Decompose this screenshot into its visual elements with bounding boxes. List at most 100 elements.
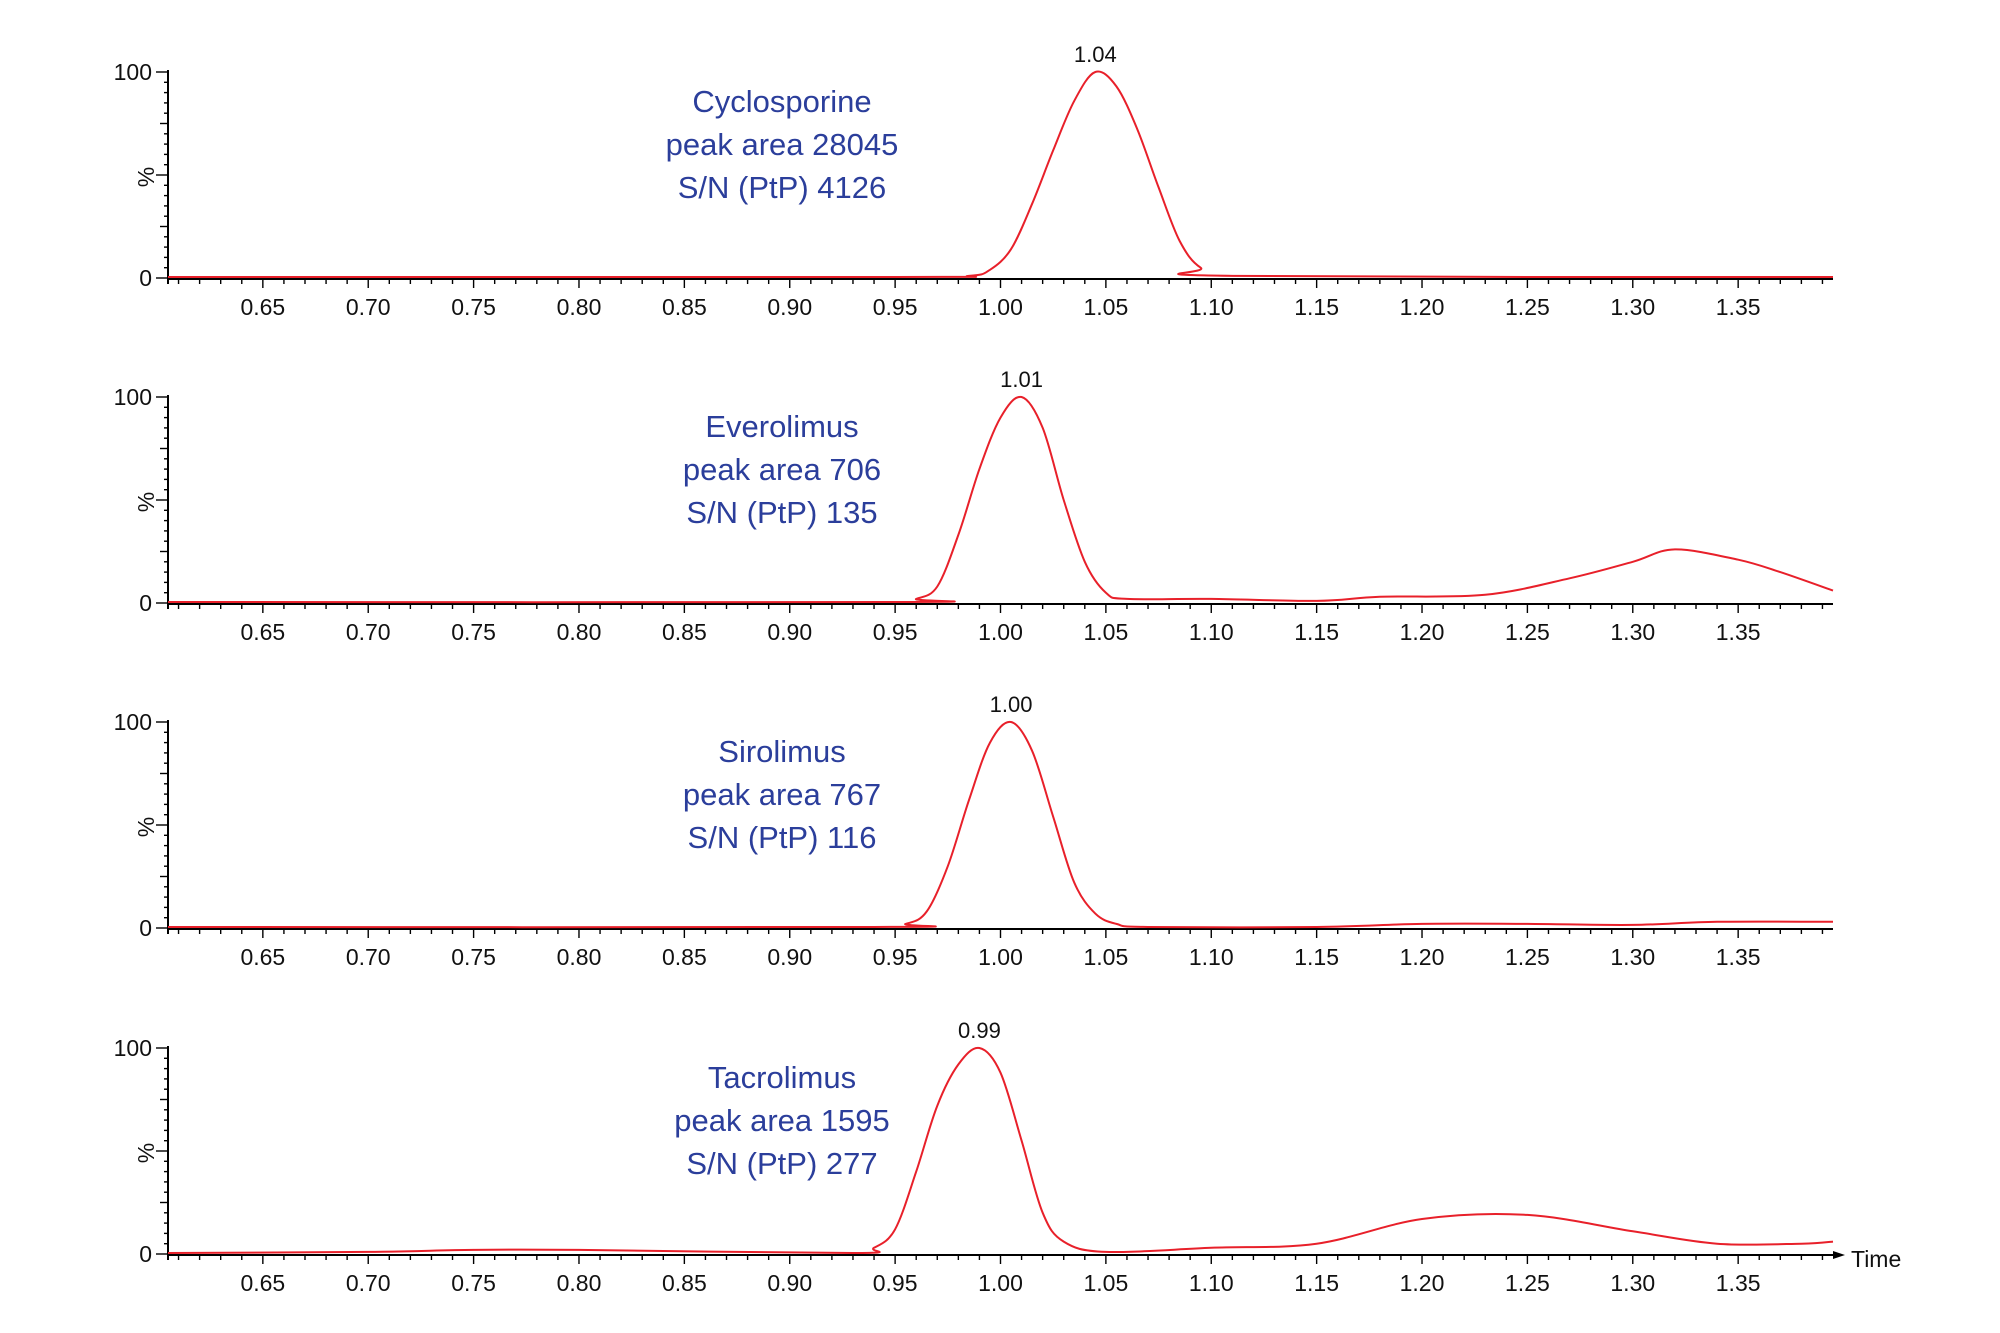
x-tick-label: 0.85 <box>662 619 707 645</box>
x-tick-label: 0.85 <box>662 294 707 320</box>
annotation-line: peak area 1595 <box>674 1103 889 1138</box>
x-axis-label: Time <box>1851 1246 1901 1272</box>
x-tick-label: 1.15 <box>1294 1270 1339 1296</box>
x-tick-label: 1.25 <box>1505 294 1550 320</box>
x-tick-label: 1.30 <box>1610 294 1655 320</box>
y-tick-label-0: 0 <box>139 1241 152 1267</box>
x-tick-label: 1.25 <box>1505 1270 1550 1296</box>
series-line-cyclosporine <box>167 70 1834 279</box>
y-tick-label-0: 0 <box>139 590 152 616</box>
x-tick-label: 0.80 <box>557 294 602 320</box>
y-tick-label-100: 100 <box>114 59 152 85</box>
peak-label: 1.00 <box>990 692 1033 717</box>
annotation-line: Everolimus <box>705 409 858 444</box>
series-line-everolimus <box>167 395 1834 604</box>
x-tick-label: 1.15 <box>1294 619 1339 645</box>
panel-everolimus: 100 0% 0.65 0.70 0.75 0.80 0.85 0.90 0.95 1.00 1.0… <box>114 367 1834 645</box>
x-tick-label: 0.75 <box>451 294 496 320</box>
x-tick-label: 0.80 <box>557 944 602 970</box>
y-axis-label: % <box>133 1143 159 1163</box>
annotation-line: peak area 28045 <box>666 127 899 162</box>
x-tick-label: 0.90 <box>767 1270 812 1296</box>
y-axis-label: % <box>133 167 159 187</box>
x-tick-label: 1.25 <box>1505 619 1550 645</box>
x-tick-label: 0.65 <box>240 619 285 645</box>
y-tick-label-100: 100 <box>114 1035 152 1061</box>
y-tick-label-0: 0 <box>139 915 152 941</box>
x-tick-label: 1.35 <box>1716 294 1761 320</box>
x-tick-label: 1.15 <box>1294 944 1339 970</box>
x-tick-label: 0.65 <box>240 294 285 320</box>
x-tick-label: 1.10 <box>1189 944 1234 970</box>
annotation-line: S/N (PtP) 116 <box>688 820 877 855</box>
x-tick-label: 0.70 <box>346 294 391 320</box>
x-tick-label: 1.20 <box>1400 619 1445 645</box>
x-tick-label: 1.30 <box>1610 944 1655 970</box>
x-tick-label: 0.70 <box>346 619 391 645</box>
panel-tacrolimus: 100 0% 0.65 0.70 0.75 0.80 0.85 0.90 0.95 1.00 1.0… <box>114 1018 1902 1296</box>
panel-cyclosporine: 100 0% 0.65 0.70 0.75 0.80 0.85 0.90 0.95 1.00 1.0… <box>114 42 1834 320</box>
x-tick-label: 0.90 <box>767 944 812 970</box>
x-tick-label: 1.00 <box>978 619 1023 645</box>
x-tick-label: 1.35 <box>1716 1270 1761 1296</box>
annotation-line: Sirolimus <box>718 734 845 769</box>
x-tick-label: 1.35 <box>1716 619 1761 645</box>
series-line-tacrolimus <box>167 1046 1834 1255</box>
x-tick-label: 1.00 <box>978 294 1023 320</box>
peak-label: 1.04 <box>1074 42 1117 67</box>
x-tick-label: 0.70 <box>346 1270 391 1296</box>
x-tick-label: 1.05 <box>1083 294 1128 320</box>
y-tick-label-100: 100 <box>114 384 152 410</box>
y-axis-label: % <box>133 817 159 837</box>
x-tick-label: 0.65 <box>240 1270 285 1296</box>
annotation-line: S/N (PtP) 4126 <box>678 170 886 205</box>
x-tick-label: 0.65 <box>240 944 285 970</box>
y-axis-label: % <box>133 492 159 512</box>
x-tick-label: 1.10 <box>1189 1270 1234 1296</box>
annotation-line: S/N (PtP) 135 <box>686 495 877 530</box>
x-tick-label: 0.75 <box>451 619 496 645</box>
x-tick-label: 0.90 <box>767 294 812 320</box>
x-tick-label: 0.75 <box>451 1270 496 1296</box>
annotation-line: peak area 706 <box>683 452 881 487</box>
annotation-line: Tacrolimus <box>708 1060 856 1095</box>
x-tick-label: 0.80 <box>557 1270 602 1296</box>
x-tick-label: 1.25 <box>1505 944 1550 970</box>
x-tick-label: 0.85 <box>662 1270 707 1296</box>
x-tick-label: 1.05 <box>1083 944 1128 970</box>
x-tick-label: 1.05 <box>1083 619 1128 645</box>
x-tick-label: 1.10 <box>1189 619 1234 645</box>
x-tick-label: 0.80 <box>557 619 602 645</box>
x-tick-label: 1.15 <box>1294 294 1339 320</box>
y-tick-label-0: 0 <box>139 265 152 291</box>
peak-label: 0.99 <box>958 1018 1001 1043</box>
chromatogram-panels: 100 0% 0.65 0.70 0.75 0.80 0.85 0.90 0.95 1.00 1.0… <box>114 42 1902 1296</box>
annotation-line: S/N (PtP) 277 <box>686 1146 877 1181</box>
y-tick-label-100: 100 <box>114 709 152 735</box>
x-tick-label: 0.75 <box>451 944 496 970</box>
x-tick-label: 1.05 <box>1083 1270 1128 1296</box>
x-tick-label: 0.90 <box>767 619 812 645</box>
peak-label: 1.01 <box>1000 367 1043 392</box>
x-tick-label: 0.95 <box>873 619 918 645</box>
x-tick-label: 0.95 <box>873 294 918 320</box>
x-axis-arrow <box>1833 1251 1845 1259</box>
x-tick-label: 1.20 <box>1400 294 1445 320</box>
panel-sirolimus: 100 0% 0.65 0.70 0.75 0.80 0.85 0.90 0.95 1.00 1.0… <box>114 692 1834 970</box>
x-tick-label: 1.35 <box>1716 944 1761 970</box>
x-tick-label: 1.20 <box>1400 944 1445 970</box>
annotation-line: Cyclosporine <box>692 84 871 119</box>
x-tick-label: 1.10 <box>1189 294 1234 320</box>
x-tick-label: 1.00 <box>978 1270 1023 1296</box>
x-tick-label: 1.30 <box>1610 619 1655 645</box>
x-tick-label: 0.95 <box>873 944 918 970</box>
series-line-sirolimus <box>167 720 1834 929</box>
x-tick-label: 1.30 <box>1610 1270 1655 1296</box>
x-tick-label: 0.70 <box>346 944 391 970</box>
x-tick-label: 1.00 <box>978 944 1023 970</box>
annotation-line: peak area 767 <box>683 777 881 812</box>
x-tick-label: 0.85 <box>662 944 707 970</box>
x-tick-label: 0.95 <box>873 1270 918 1296</box>
x-tick-label: 1.20 <box>1400 1270 1445 1296</box>
